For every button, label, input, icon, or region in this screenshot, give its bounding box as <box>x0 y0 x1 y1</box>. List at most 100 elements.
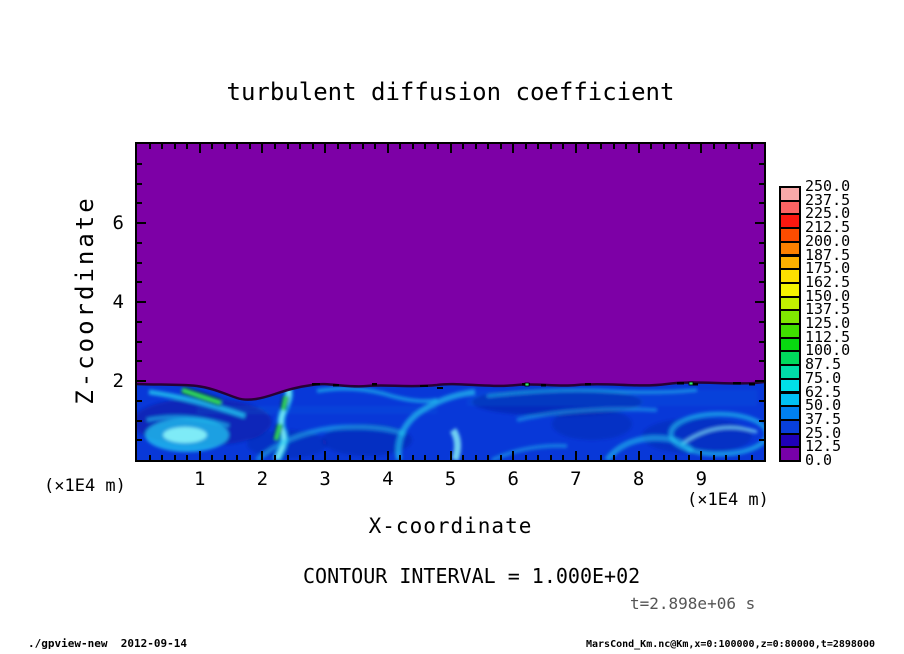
x-tick <box>324 451 327 460</box>
x-tick <box>700 451 703 460</box>
x-tick <box>499 144 502 149</box>
z-tick <box>759 419 764 422</box>
z-tick <box>137 182 142 185</box>
x-tick <box>449 144 452 153</box>
colorbar-tick-label: 25.0 <box>805 423 842 442</box>
z-tick <box>759 241 764 244</box>
z-tick <box>759 281 764 284</box>
colorbar-tick-label: 237.5 <box>805 190 851 209</box>
x-tick <box>273 455 276 460</box>
z-tick-label: 6 <box>112 212 124 234</box>
z-tick <box>759 261 764 264</box>
colorbar-tick-label: 162.5 <box>805 272 851 291</box>
contour-plot-image <box>137 144 764 460</box>
x-tick <box>374 144 377 149</box>
x-tick <box>574 451 577 460</box>
footer-data-expression: MarsCond_Km.nc@Km,x=0:100000,z=0:80000,t… <box>586 639 875 650</box>
x-tick <box>512 451 515 460</box>
x-tick <box>349 455 352 460</box>
x-tick-label: 7 <box>570 468 582 490</box>
colorbar-tick-label: 50.0 <box>805 396 842 415</box>
x-tick <box>512 144 515 153</box>
x-tick <box>148 455 151 460</box>
x-tick <box>637 144 640 153</box>
x-tick <box>637 451 640 460</box>
x-tick <box>462 455 464 460</box>
colorbar-box <box>779 446 801 462</box>
z-tick <box>137 340 142 343</box>
z-tick <box>759 439 764 442</box>
x-tick <box>625 144 628 149</box>
z-tick <box>755 380 764 382</box>
x-tick <box>537 455 540 460</box>
colorbar-tick-label: 200.0 <box>805 231 851 250</box>
z-tick <box>759 399 764 402</box>
x-tick <box>198 144 201 153</box>
z-tick <box>759 360 764 363</box>
x-tick <box>725 144 728 149</box>
x-tick <box>273 144 276 149</box>
colorbar-tick-label: 150.0 <box>805 286 851 305</box>
x-tick <box>386 144 389 153</box>
z-tick <box>755 301 764 303</box>
z-tick <box>755 222 764 224</box>
x-tick <box>499 455 502 460</box>
x-tick-label: 2 <box>256 468 269 490</box>
x-tick-label: 6 <box>507 468 519 490</box>
colorbar-tick-label: 137.5 <box>805 300 851 319</box>
x-tick <box>687 455 690 460</box>
z-tick <box>137 202 142 205</box>
x-tick-label: 3 <box>319 468 331 490</box>
colorbar-tick-label: 212.5 <box>805 218 851 237</box>
x-tick <box>449 451 452 460</box>
x-tick <box>549 144 552 149</box>
x-tick <box>286 144 289 149</box>
x-tick <box>737 455 740 460</box>
x-tick <box>437 455 439 460</box>
x-tick <box>712 455 715 460</box>
x-tick <box>587 144 590 149</box>
x-tick <box>161 144 164 149</box>
x-tick <box>386 451 389 460</box>
colorbar-tick-label: 100.0 <box>805 341 851 360</box>
colorbar-tick-label: 37.5 <box>805 409 842 428</box>
colorbar-tick-label: 12.5 <box>805 437 842 456</box>
x-tick <box>299 144 301 149</box>
z-tick <box>759 202 764 205</box>
x-tick <box>299 455 301 460</box>
x-tick <box>399 144 402 149</box>
interface-contour-line <box>137 380 764 401</box>
x-tick <box>474 144 477 149</box>
x-tick <box>524 144 527 149</box>
x-tick-label: 1 <box>193 468 206 490</box>
x-tick <box>186 144 189 149</box>
x-tick <box>286 455 289 460</box>
x-tick <box>587 455 590 460</box>
z-tick <box>759 182 764 185</box>
z-tick <box>759 320 764 323</box>
z-tick <box>137 261 142 264</box>
x-tick <box>236 144 239 149</box>
x-tick <box>612 144 615 149</box>
x-tick <box>600 455 602 460</box>
x-tick <box>336 455 339 460</box>
z-tick <box>759 162 764 165</box>
x-tick <box>223 455 226 460</box>
stable-layer-region <box>137 144 764 400</box>
x-tick <box>261 144 264 153</box>
z-tick <box>137 419 142 422</box>
x-tick <box>650 455 653 460</box>
x-tick-label: 5 <box>444 468 457 490</box>
time-annotation: t=2.898e+06 s <box>630 594 756 613</box>
x-tick <box>223 144 226 149</box>
z-tick-label: 4 <box>112 291 124 313</box>
x-tick-label: 9 <box>695 468 708 490</box>
x-tick <box>198 451 201 460</box>
z-tick <box>137 380 146 382</box>
x-tick <box>462 144 464 149</box>
x-axis-title: X-coordinate <box>368 514 533 538</box>
z-tick <box>137 439 142 442</box>
z-tick <box>137 222 146 224</box>
colorbar-tick-label: 250.0 <box>805 177 851 195</box>
x-tick <box>411 144 414 149</box>
